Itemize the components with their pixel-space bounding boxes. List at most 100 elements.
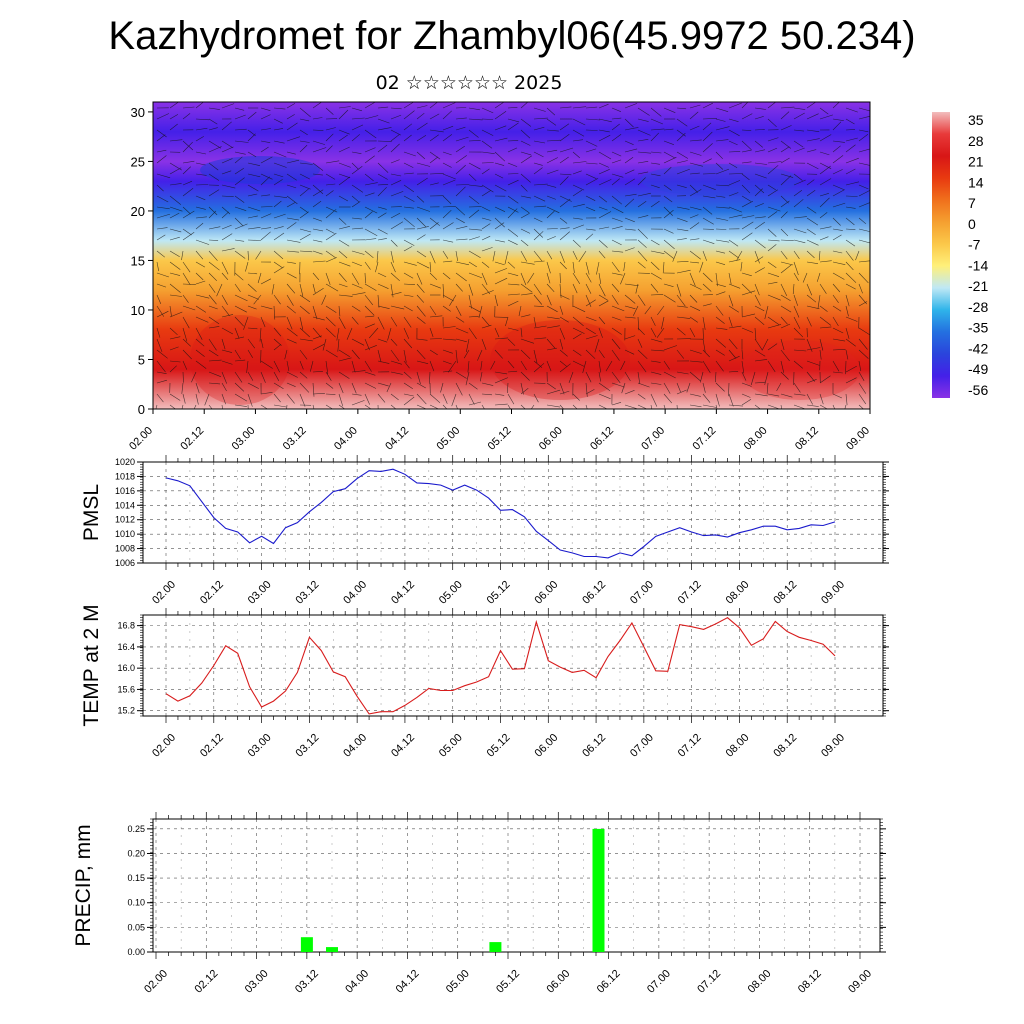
wind-barb — [377, 272, 387, 278]
wind-barb — [572, 161, 587, 164]
wind-barb — [286, 159, 300, 164]
wind-barb — [156, 305, 165, 317]
wind-barb — [429, 305, 437, 316]
wind-barb — [403, 382, 413, 389]
wind-barb — [806, 217, 819, 226]
wind-barb — [182, 316, 190, 329]
wind-barb — [598, 294, 609, 301]
wind-barb — [312, 239, 323, 243]
wind-barb — [637, 371, 641, 384]
wind-barb — [689, 404, 702, 408]
wind-barb — [676, 129, 686, 137]
wind-barb — [702, 217, 714, 225]
wind-barb — [767, 272, 780, 277]
wind-barb — [455, 272, 467, 282]
wind-barb — [463, 349, 470, 359]
wind-barb — [637, 360, 647, 373]
wind-barb — [403, 316, 412, 328]
wind-barb — [260, 360, 273, 369]
wind-barb — [377, 106, 389, 109]
wind-barb — [546, 338, 556, 349]
wind-barb — [728, 250, 740, 259]
wind-barb — [624, 247, 635, 252]
wind-barb — [312, 316, 325, 321]
wind-barb — [442, 272, 451, 280]
wind-barb — [520, 102, 529, 109]
heatmap-blob — [740, 340, 860, 400]
wind-barb — [234, 239, 245, 242]
wind-barb — [325, 127, 336, 131]
colorbar-label: -35 — [968, 320, 988, 336]
wind-barb — [481, 129, 494, 136]
wind-barb — [650, 404, 653, 409]
wind-barb — [832, 404, 836, 409]
wind-barb — [559, 173, 572, 176]
colorbar-label: 0 — [968, 216, 976, 232]
wind-barb — [598, 250, 606, 259]
wind-barb — [494, 337, 509, 340]
wind-barb — [715, 184, 730, 187]
wind-barb — [221, 393, 226, 405]
wind-barb — [156, 134, 166, 142]
wind-barb — [546, 316, 560, 320]
wind-barb — [286, 327, 298, 337]
wind-barb — [286, 371, 298, 378]
wind-barb — [546, 404, 561, 408]
wind-barb — [182, 228, 192, 236]
wind-barb — [260, 213, 272, 219]
wind-barb — [169, 283, 181, 293]
wind-barb — [663, 195, 673, 203]
wind-barb — [253, 294, 262, 305]
wind-barb — [715, 382, 725, 392]
wind-barb — [351, 184, 364, 193]
wind-barb — [624, 217, 635, 223]
wind-barb — [715, 239, 730, 243]
wind-barb — [247, 215, 258, 219]
y-tick-label: 1020 — [115, 457, 135, 467]
wind-barb — [533, 294, 543, 305]
wind-barb — [390, 239, 398, 247]
wind-barb — [572, 189, 583, 197]
wind-barb — [156, 113, 170, 120]
wind-barb — [376, 250, 379, 263]
wind-barb — [480, 371, 483, 382]
wind-barb — [754, 267, 765, 274]
wind-barb — [299, 140, 310, 143]
wind-barb — [533, 195, 546, 202]
wind-barb — [700, 371, 704, 383]
x-tick-label: 06.00 — [544, 968, 572, 996]
wind-barb — [377, 127, 392, 131]
wind-barb — [598, 349, 605, 358]
wind-barb — [455, 226, 468, 230]
wind-barb — [299, 144, 308, 153]
wind-barb — [208, 107, 220, 110]
wind-barb — [156, 338, 163, 352]
wind-barb — [676, 238, 687, 241]
wind-barb — [728, 283, 741, 289]
wind-barb — [390, 292, 402, 296]
wind-barb — [650, 338, 663, 343]
wind-barb — [650, 360, 661, 363]
wind-barb — [234, 316, 244, 327]
wind-barb — [793, 129, 805, 132]
x-tick-label: 08.12 — [793, 425, 821, 453]
wind-barb — [416, 195, 425, 203]
wind-barb — [234, 371, 243, 383]
wind-barb — [455, 206, 466, 216]
wind-barb — [364, 155, 375, 164]
wind-barb — [351, 107, 363, 112]
wind-barb — [494, 268, 508, 274]
wind-barb — [624, 349, 635, 355]
wind-barb — [741, 382, 752, 387]
wind-barb — [767, 239, 780, 242]
wind-barb — [806, 102, 817, 109]
wind-barb — [325, 371, 332, 381]
wind-barb — [260, 114, 271, 120]
wind-barb — [624, 169, 635, 175]
wind-barb — [208, 127, 218, 131]
wind-barb — [761, 338, 769, 351]
wind-barb — [221, 349, 233, 353]
wind-barb — [387, 327, 392, 341]
wind-barb — [390, 283, 394, 298]
wind-barb — [819, 404, 828, 409]
